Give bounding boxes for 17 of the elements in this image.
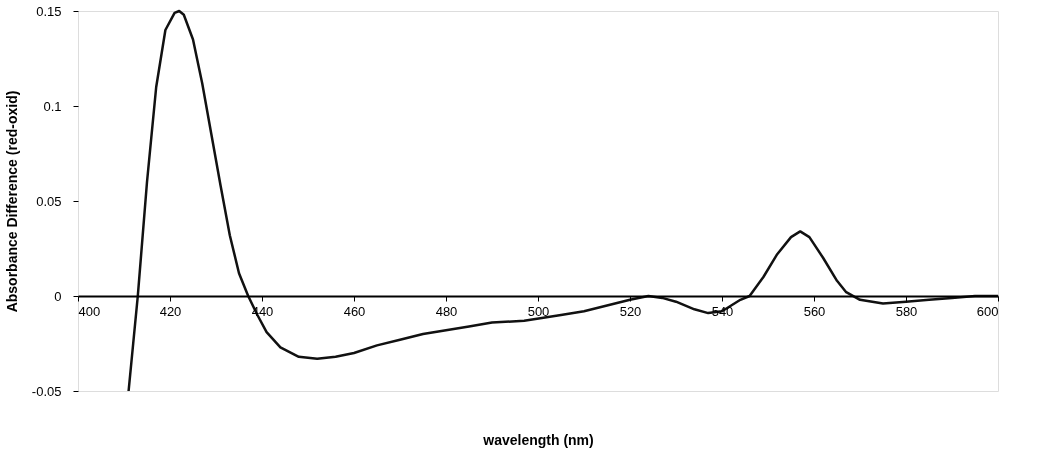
y-axis-title: Absorbance Difference (red-oxid): [3, 90, 20, 313]
y-tick-label: -0.05: [31, 383, 62, 399]
y-tick-label: 0.1: [43, 98, 62, 114]
x-tick-label: 480: [435, 303, 458, 319]
x-tick-label: 500: [527, 303, 550, 319]
x-axis-title: wavelength (nm): [482, 431, 594, 448]
y-tick-label: 0.05: [36, 193, 62, 209]
line-series: [127, 9, 1000, 393]
x-tick-label: 600: [976, 303, 999, 319]
y-tick-label: 0: [54, 288, 62, 304]
x-tick-label: 400: [78, 303, 101, 319]
y-tick-label: 0.15: [36, 3, 62, 19]
x-tick-label: 580: [895, 303, 918, 319]
x-tick-label: 420: [159, 303, 182, 319]
x-tick-label: 560: [803, 303, 826, 319]
x-tick-label: 460: [343, 303, 366, 319]
x-tick-label: 520: [619, 303, 642, 319]
